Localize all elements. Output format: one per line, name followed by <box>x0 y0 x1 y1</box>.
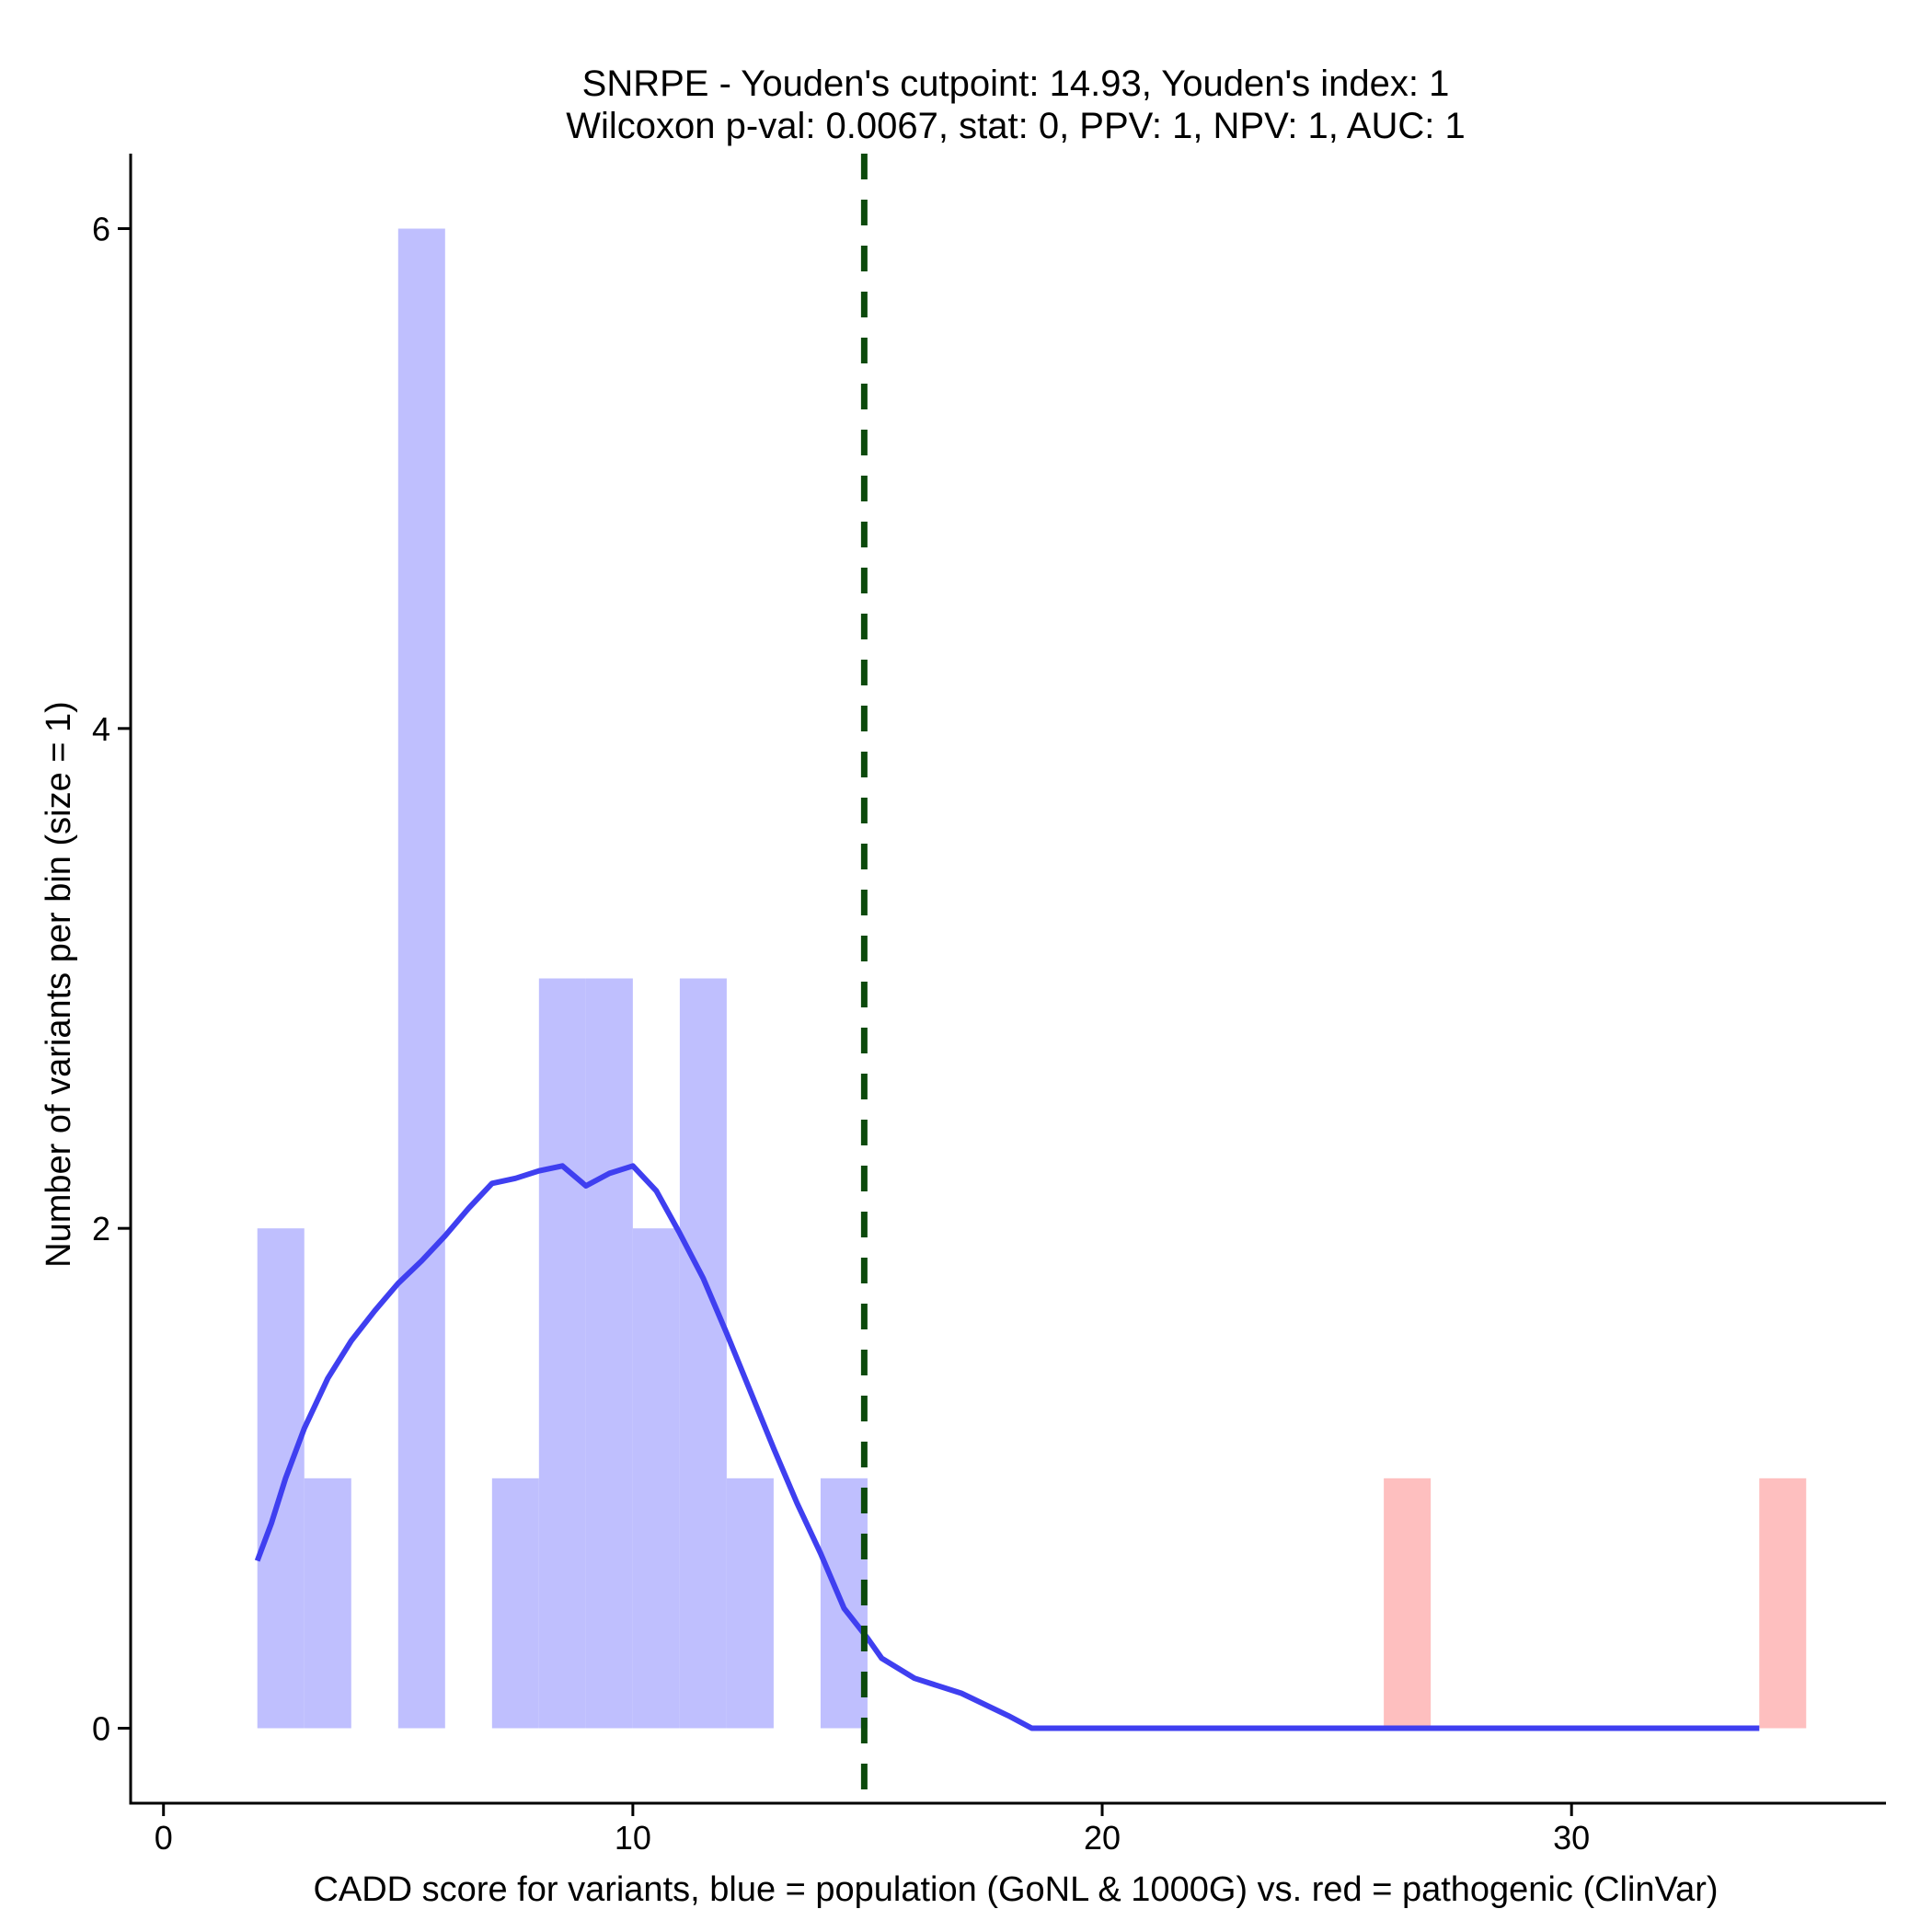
chart-title-line2: Wilcoxon p-val: 0.0067, stat: 0, PPV: 1,… <box>566 106 1465 146</box>
y-tick-label: 4 <box>92 710 110 748</box>
population-bar <box>538 978 586 1729</box>
population-bar <box>632 1228 680 1729</box>
x-tick-label: 20 <box>1084 1819 1121 1857</box>
y-axis-ticks: 0 2 4 6 <box>92 211 131 1748</box>
x-tick-label: 30 <box>1553 1819 1590 1857</box>
population-bar <box>491 1478 539 1729</box>
population-bar <box>304 1478 351 1729</box>
x-axis-label: CADD score for variants, blue = populati… <box>313 1870 1718 1909</box>
density-curve-group <box>254 1163 1760 1731</box>
y-tick-label: 6 <box>92 211 110 248</box>
x-axis-ticks: 0 10 20 30 <box>155 1803 1590 1857</box>
population-bar <box>257 1228 305 1729</box>
y-tick-label: 2 <box>92 1210 110 1248</box>
x-tick-label: 0 <box>155 1819 173 1857</box>
pathogenic-bar <box>1759 1478 1807 1729</box>
density-curve <box>254 1163 1760 1731</box>
pathogenic-bar <box>1384 1478 1432 1729</box>
population-bar <box>726 1478 774 1729</box>
population-bar <box>679 978 727 1729</box>
population-bar <box>585 978 633 1729</box>
chart-title-line1: SNRPE - Youden's cutpoint: 14.93, Youden… <box>582 63 1450 104</box>
x-tick-label: 10 <box>615 1819 651 1857</box>
y-tick-label: 0 <box>92 1710 110 1748</box>
histogram-bars <box>257 228 1807 1729</box>
population-bar <box>397 228 445 1729</box>
y-axis-label: Number of variants per bin (size = 1) <box>40 701 78 1268</box>
